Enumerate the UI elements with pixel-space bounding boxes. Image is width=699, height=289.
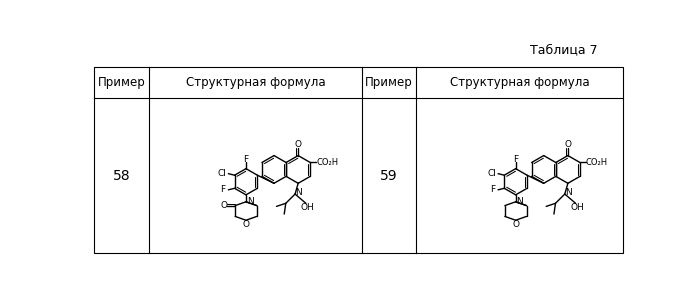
- Text: F: F: [220, 185, 226, 194]
- Text: O: O: [564, 140, 571, 149]
- Text: Cl: Cl: [217, 169, 226, 178]
- Text: F: F: [513, 155, 518, 164]
- Text: N: N: [565, 188, 572, 197]
- Text: Структурная формула: Структурная формула: [449, 76, 589, 89]
- Bar: [94, 67, 623, 253]
- Text: CO₂H: CO₂H: [316, 158, 338, 167]
- Text: O: O: [243, 220, 250, 229]
- Text: F: F: [490, 185, 495, 194]
- Text: O: O: [512, 220, 519, 229]
- Text: Таблица 7: Таблица 7: [530, 43, 598, 56]
- Text: Пример: Пример: [365, 76, 412, 89]
- Text: CO₂H: CO₂H: [586, 158, 608, 167]
- Text: OH: OH: [301, 203, 315, 212]
- Text: O: O: [295, 140, 302, 149]
- Text: F: F: [243, 155, 249, 164]
- Text: 58: 58: [113, 168, 130, 183]
- Text: N: N: [517, 197, 523, 206]
- Text: N: N: [296, 188, 303, 197]
- Text: Cl: Cl: [487, 169, 496, 178]
- Text: 59: 59: [380, 168, 398, 183]
- Text: O: O: [220, 201, 227, 210]
- Text: OH: OH: [570, 203, 584, 212]
- Text: Пример: Пример: [98, 76, 145, 89]
- Text: Структурная формула: Структурная формула: [186, 76, 325, 89]
- Text: N: N: [247, 197, 254, 206]
